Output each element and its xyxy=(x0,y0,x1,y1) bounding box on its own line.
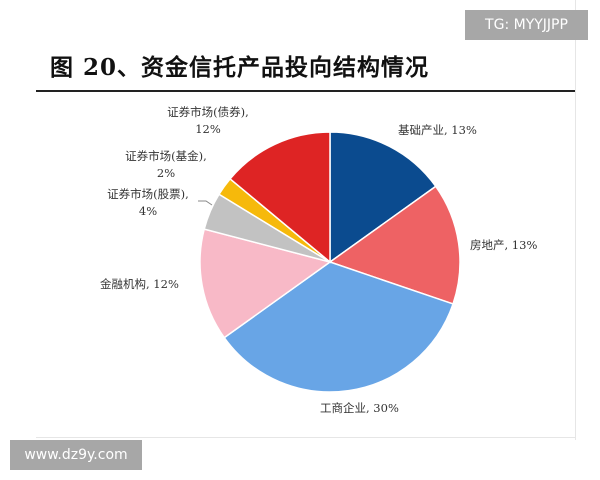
bottom-border xyxy=(36,437,576,438)
slice-label: 证券市场(债券), xyxy=(167,105,249,119)
slice-value-label: 2% xyxy=(157,166,175,180)
slice-label: 基础产业, 13% xyxy=(398,123,477,137)
slice-value-label: 12% xyxy=(195,122,221,136)
watermark-bottom: www.dz9y.com xyxy=(10,440,142,470)
chart-title: 图 20、资金信托产品投向结构情况 xyxy=(50,54,430,81)
slice-label: 证券市场(基金), xyxy=(125,149,207,163)
right-border xyxy=(575,0,576,440)
pie-slice xyxy=(229,131,331,264)
watermark-top: TG: MYYJJPP xyxy=(465,10,588,40)
leader-line xyxy=(198,200,213,206)
slice-label: 证券市场(股票), xyxy=(107,187,189,201)
pie-slice xyxy=(199,228,332,339)
pie-slice xyxy=(223,261,454,393)
pie-slice xyxy=(328,185,461,305)
slice-label: 工商企业, 30% xyxy=(320,401,399,415)
slice-label: 金融机构, 12% xyxy=(100,277,179,291)
slice-label: 房地产, 13% xyxy=(470,238,537,252)
title-divider xyxy=(36,90,576,92)
slice-value-label: 4% xyxy=(139,204,157,218)
pie-slice xyxy=(329,131,437,264)
